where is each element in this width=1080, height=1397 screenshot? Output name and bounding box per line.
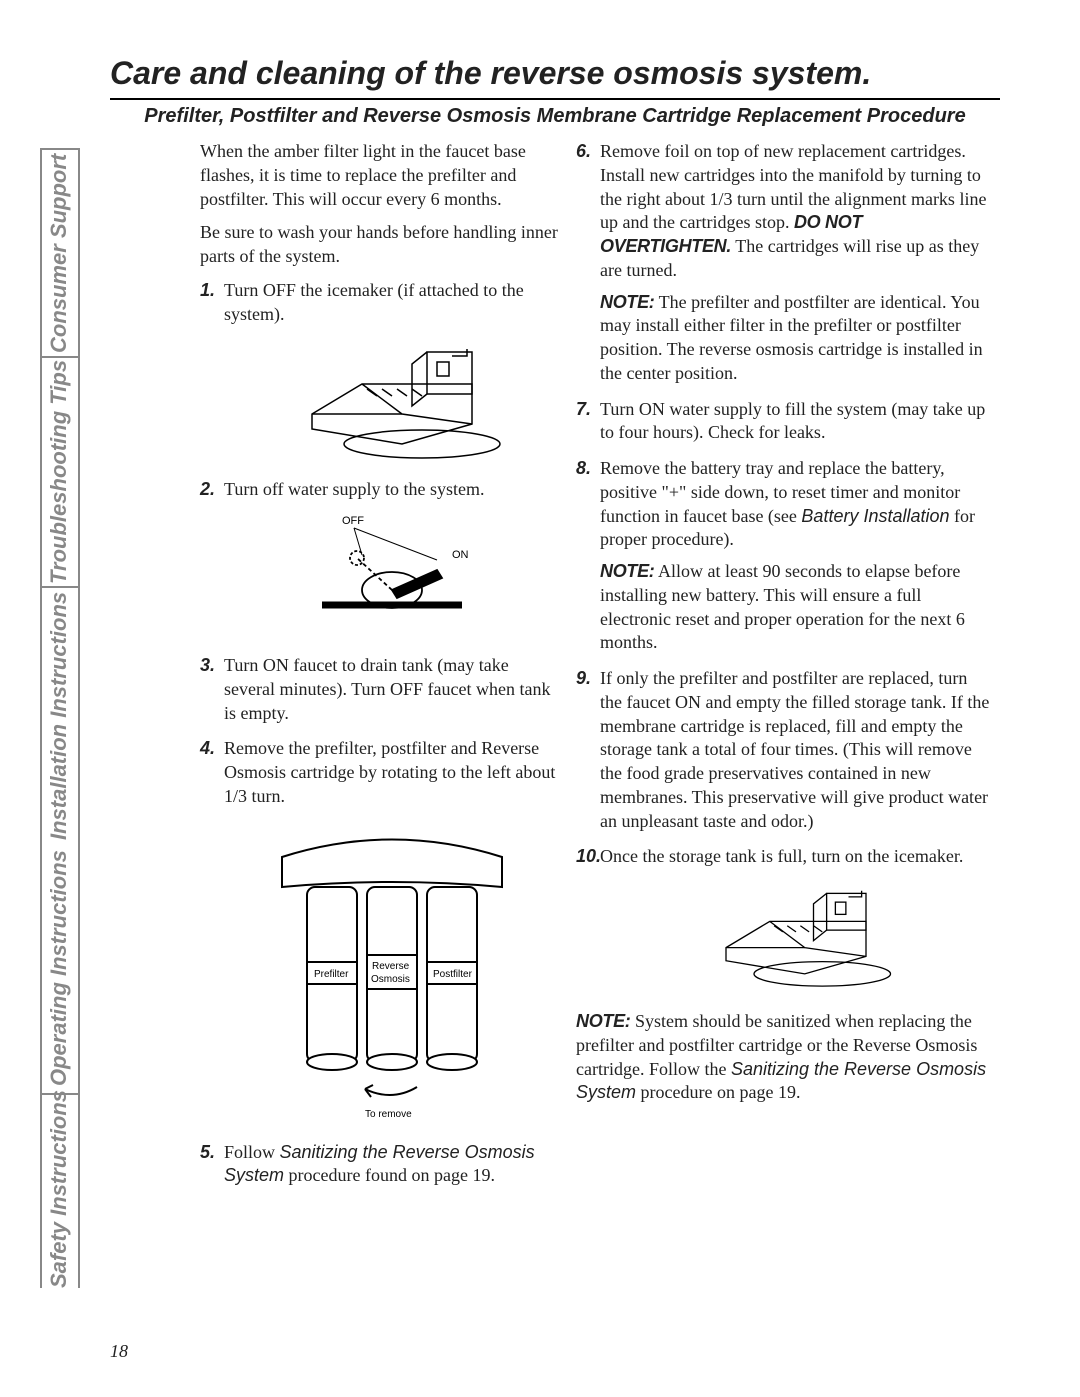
step-3: Turn ON faucet to drain tank (may take s… xyxy=(200,654,560,725)
left-column: When the amber filter light in the fauce… xyxy=(200,140,560,1200)
step-5: Follow Sanitizing the Reverse Osmosis Sy… xyxy=(200,1141,560,1189)
step-6-note-text: The prefilter and postfilter are identic… xyxy=(600,292,983,383)
step-5-c: procedure found on page 19. xyxy=(284,1165,495,1185)
step-6: Remove foil on top of new replacement ca… xyxy=(576,140,991,386)
bottom-note: NOTE: System should be sanitized when re… xyxy=(576,1010,991,1105)
sidebar-item-install: Installation Instructions xyxy=(40,588,80,843)
valve-figure: OFF ON xyxy=(282,510,502,640)
step-1: Turn OFF the icemaker (if attached to th… xyxy=(200,279,560,465)
step-8-note: NOTE: Allow at least 90 seconds to elaps… xyxy=(600,560,991,655)
step-10: Once the storage tank is full, turn on t… xyxy=(576,845,991,992)
step-9: If only the prefilter and postfilter are… xyxy=(576,667,991,833)
bottom-note-c: procedure on page 19. xyxy=(636,1082,800,1102)
step-8: Remove the battery tray and replace the … xyxy=(576,457,991,655)
sidebar-item-consumer: Consumer Support xyxy=(40,148,80,358)
valve-off-label: OFF xyxy=(342,515,364,527)
cart-remove-label: To remove xyxy=(365,1109,412,1120)
right-column: Remove foil on top of new replacement ca… xyxy=(576,140,991,1105)
step-6-note: NOTE: The prefilter and postfilter are i… xyxy=(600,291,991,386)
cartridge-figure: Prefilter Reverse Osmosis Postfilter To … xyxy=(257,817,527,1127)
sidebar-item-operating: Operating Instructions xyxy=(40,843,80,1093)
cart-postfilter-label: Postfilter xyxy=(433,969,473,980)
step-6-note-label: NOTE: xyxy=(600,292,655,312)
step-4-text: Remove the prefilter, postfilter and Rev… xyxy=(224,738,555,806)
step-5-a: Follow xyxy=(224,1142,280,1162)
step-2-text: Turn off water supply to the system. xyxy=(224,479,485,499)
section-subtitle: Prefilter, Postfilter and Reverse Osmosi… xyxy=(110,105,1000,128)
cart-ro-label-a: Reverse xyxy=(372,961,410,972)
sidebar-item-trouble: Troubleshooting Tips xyxy=(40,358,80,588)
intro-p2: Be sure to wash your hands before handli… xyxy=(200,221,560,269)
icemaker-figure xyxy=(272,334,512,464)
cart-prefilter-label: Prefilter xyxy=(314,969,349,980)
step-8-note-text: Allow at least 90 seconds to elapse befo… xyxy=(600,561,965,652)
step-8-note-label: NOTE: xyxy=(600,561,655,581)
step-2: Turn off water supply to the system. OFF… xyxy=(200,478,560,640)
icemaker-figure-2 xyxy=(691,877,901,992)
left-steps: Turn OFF the icemaker (if attached to th… xyxy=(200,279,560,1188)
cart-ro-label-b: Osmosis xyxy=(371,974,410,985)
step-10-text: Once the storage tank is full, turn on t… xyxy=(600,846,963,866)
sidebar-tabs: Safety Instructions Operating Instructio… xyxy=(40,48,80,1288)
sidebar-item-safety: Safety Instructions xyxy=(40,1093,80,1288)
step-1-text: Turn OFF the icemaker (if attached to th… xyxy=(224,280,524,324)
intro-p1: When the amber filter light in the fauce… xyxy=(200,140,560,211)
valve-on-label: ON xyxy=(452,549,469,561)
right-steps: Remove foil on top of new replacement ca… xyxy=(576,140,991,992)
page-number: 18 xyxy=(110,1341,128,1362)
page-title: Care and cleaning of the reverse osmosis… xyxy=(110,55,1000,100)
step-7: Turn ON water supply to fill the system … xyxy=(576,398,991,446)
intro-text: When the amber filter light in the fauce… xyxy=(200,140,560,269)
bottom-note-label: NOTE: xyxy=(576,1011,631,1031)
step-8-ref: Battery Installation xyxy=(801,506,949,526)
step-4: Remove the prefilter, postfilter and Rev… xyxy=(200,737,560,1126)
